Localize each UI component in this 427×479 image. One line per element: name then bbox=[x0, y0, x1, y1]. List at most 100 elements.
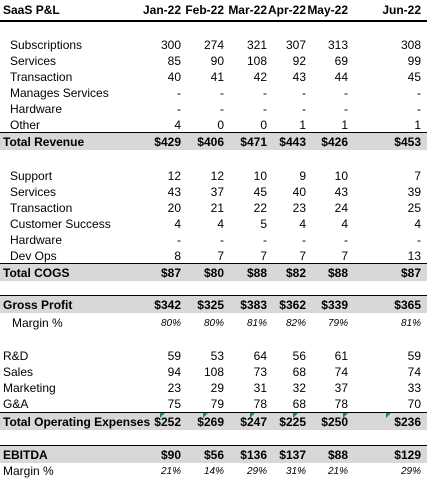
cell: 4 bbox=[217, 217, 224, 231]
header-row: SaaS P&L Jan-22 Feb-22 Mar-22 Apr-22 May… bbox=[0, 2, 427, 18]
row-label: Margin % bbox=[12, 316, 63, 330]
table-row: Dev Ops 8 7 7 7 7 13 bbox=[0, 248, 427, 264]
cell: 82% bbox=[285, 317, 306, 329]
divider bbox=[0, 445, 427, 446]
cell: 21% bbox=[327, 465, 348, 477]
row-label: Support bbox=[10, 169, 53, 183]
header-underline bbox=[0, 20, 427, 22]
cell: 313 bbox=[327, 38, 348, 52]
cell: 25 bbox=[407, 201, 421, 215]
cell: 74 bbox=[334, 365, 348, 379]
row-label: R&D bbox=[3, 349, 29, 363]
cell: $471 bbox=[240, 134, 267, 149]
cell: - bbox=[263, 233, 267, 247]
cell: 108 bbox=[203, 365, 224, 379]
cell: 24 bbox=[334, 201, 348, 215]
cell: $325 bbox=[197, 297, 224, 312]
cell: $406 bbox=[197, 134, 224, 149]
cell: 40 bbox=[292, 185, 306, 199]
total-row: Total Revenue $429 $406 $471 $443 $426 $… bbox=[0, 133, 427, 150]
cell: - bbox=[417, 102, 421, 116]
cell: $90 bbox=[160, 447, 181, 462]
cell: $88 bbox=[327, 265, 348, 280]
cell: 29% bbox=[400, 465, 421, 477]
cell: - bbox=[417, 86, 421, 100]
month-header: May-22 bbox=[307, 3, 348, 17]
cell: 44 bbox=[334, 70, 348, 84]
cell: 7 bbox=[341, 249, 348, 263]
cell: - bbox=[344, 86, 348, 100]
divider bbox=[0, 295, 427, 296]
cell: 78 bbox=[334, 397, 348, 411]
total-row: Total COGS $87 $80 $88 $82 $88 $87 bbox=[0, 264, 427, 281]
cell: 7 bbox=[299, 249, 306, 263]
table-row: Transaction 40 41 42 43 44 45 bbox=[0, 69, 427, 85]
cell: 43 bbox=[292, 70, 306, 84]
cell: 23 bbox=[292, 201, 306, 215]
cell: 1 bbox=[299, 118, 306, 132]
cell: - bbox=[263, 102, 267, 116]
total-row: Total Operating Expenses $252 $269 $247 … bbox=[0, 413, 427, 430]
cell: 64 bbox=[253, 349, 267, 363]
cell: 308 bbox=[400, 38, 421, 52]
cell: 12 bbox=[167, 169, 181, 183]
row-label: Marketing bbox=[3, 381, 56, 395]
cell: - bbox=[302, 233, 306, 247]
cell: - bbox=[263, 86, 267, 100]
cell: 4 bbox=[299, 217, 306, 231]
comment-indicator-icon bbox=[343, 413, 348, 418]
gross-profit-row: Gross Profit $342 $325 $383 $362 $339 $3… bbox=[0, 296, 427, 313]
row-label: Transaction bbox=[10, 201, 73, 215]
cell: 20 bbox=[167, 201, 181, 215]
comment-indicator-icon bbox=[250, 413, 255, 418]
row-label: Total Operating Expenses bbox=[3, 414, 151, 429]
cell: 37 bbox=[334, 381, 348, 395]
cell: 4 bbox=[341, 217, 348, 231]
comment-indicator-icon bbox=[386, 413, 391, 418]
divider bbox=[0, 263, 427, 264]
month-header: Jun-22 bbox=[382, 3, 421, 17]
cell: 68 bbox=[292, 397, 306, 411]
cell: 85 bbox=[167, 54, 181, 68]
cell: 13 bbox=[407, 249, 421, 263]
row-label: Customer Success bbox=[10, 217, 111, 231]
cell: $250 bbox=[321, 414, 348, 429]
cell: 7 bbox=[217, 249, 224, 263]
cell: $426 bbox=[321, 134, 348, 149]
cell: 81% bbox=[246, 317, 267, 329]
cell: $129 bbox=[394, 447, 421, 462]
cell: $339 bbox=[321, 297, 348, 312]
cell: $247 bbox=[240, 414, 267, 429]
cell: 90 bbox=[210, 54, 224, 68]
cell: 37 bbox=[210, 185, 224, 199]
cell: 59 bbox=[167, 349, 181, 363]
cell: $87 bbox=[400, 265, 421, 280]
cell: 80% bbox=[203, 317, 224, 329]
cell: 32 bbox=[292, 381, 306, 395]
cell: 12 bbox=[210, 169, 224, 183]
table-row: Subscriptions 300 274 321 307 313 308 bbox=[0, 37, 427, 53]
table-row: Manages Services - - - - - - bbox=[0, 85, 427, 101]
row-label: Subscriptions bbox=[10, 38, 83, 52]
cell: 307 bbox=[285, 38, 306, 52]
cell: $453 bbox=[394, 134, 421, 149]
cell: $56 bbox=[203, 447, 224, 462]
cell: 21 bbox=[210, 201, 224, 215]
row-label: EBITDA bbox=[3, 447, 48, 462]
cell: 274 bbox=[203, 38, 224, 52]
cell: 43 bbox=[334, 185, 348, 199]
table-row: Customer Success 4 4 5 4 4 4 bbox=[0, 216, 427, 232]
cell: 69 bbox=[334, 54, 348, 68]
cell: 321 bbox=[246, 38, 267, 52]
comment-indicator-icon bbox=[293, 413, 298, 418]
table-row: R&D 59 53 64 56 61 59 bbox=[0, 348, 427, 364]
cell: 43 bbox=[167, 185, 181, 199]
cell: 4 bbox=[174, 217, 181, 231]
cell: 7 bbox=[260, 249, 267, 263]
month-header: Mar-22 bbox=[228, 3, 267, 17]
cell: $365 bbox=[394, 297, 421, 312]
cell: 41 bbox=[210, 70, 224, 84]
cell: 42 bbox=[253, 70, 267, 84]
cell: 8 bbox=[174, 249, 181, 263]
cell: $225 bbox=[279, 414, 306, 429]
